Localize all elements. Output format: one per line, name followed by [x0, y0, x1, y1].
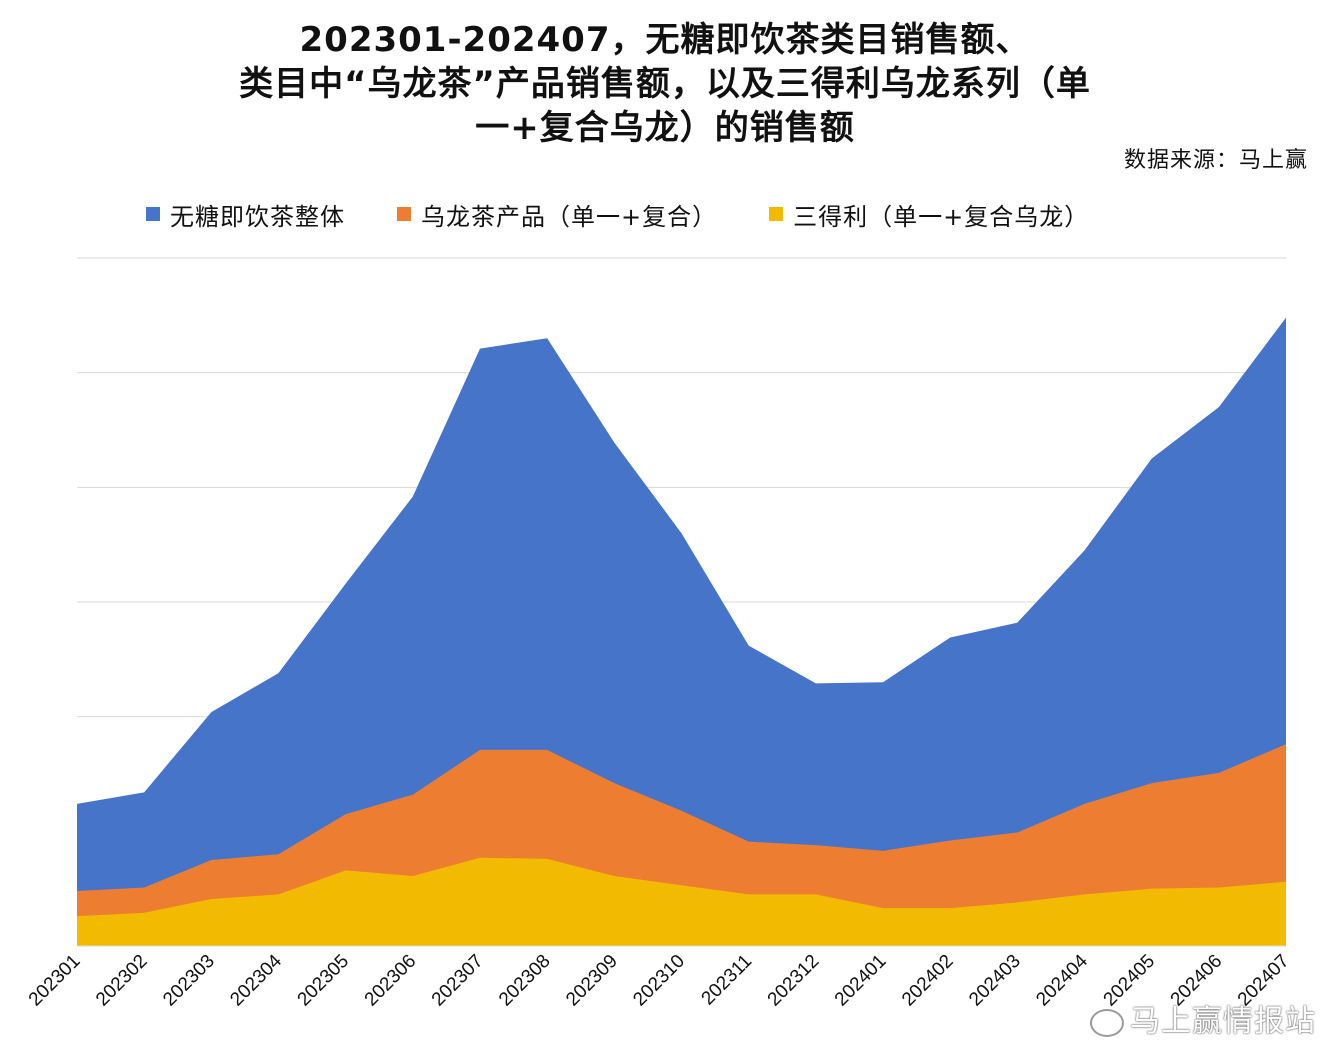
legend-label-suntory: 三得利（单一+复合乌龙）	[793, 202, 1090, 231]
watermark-text: 马上赢情报站	[1130, 1004, 1316, 1039]
data-source-note: 数据来源：马上赢	[1123, 148, 1308, 173]
weibo-logo-icon	[1090, 1008, 1124, 1037]
legend-item-oolong: 乌龙茶产品（单一+复合）	[397, 197, 717, 232]
legend-swatch-oolong	[397, 207, 411, 221]
watermark: 马上赢情报站	[1090, 996, 1316, 1040]
legend-label-overall: 无糖即饮茶整体	[170, 202, 345, 231]
x-tick-label-202306: 202306	[361, 951, 421, 1011]
x-tick-label-202309: 202309	[562, 951, 622, 1011]
x-tick-label-202301: 202301	[25, 951, 85, 1011]
x-tick-label-202302: 202302	[92, 951, 152, 1011]
x-tick-label-202304: 202304	[226, 950, 286, 1010]
x-tick-label-202303: 202303	[159, 951, 219, 1011]
legend-item-overall: 无糖即饮茶整体	[146, 197, 345, 232]
chart-title-line-2: 类目中“乌龙茶”产品销售额，以及三得利乌龙系列（单	[239, 64, 1091, 104]
x-tick-label-202312: 202312	[764, 951, 824, 1011]
x-tick-label-202401: 202401	[831, 951, 891, 1011]
x-tick-label-202310: 202310	[629, 951, 689, 1011]
x-tick-label-202403: 202403	[965, 951, 1025, 1011]
legend-item-suntory: 三得利（单一+复合乌龙）	[769, 197, 1089, 232]
x-tick-label-202402: 202402	[898, 951, 958, 1011]
chart-legend: 无糖即饮茶整体 乌龙茶产品（单一+复合） 三得利（单一+复合乌龙）	[146, 196, 1089, 232]
area-suntory	[77, 857, 1286, 946]
legend-label-oolong: 乌龙茶产品（单一+复合）	[421, 202, 718, 231]
chart-title: 202301-202407，无糖即饮茶类目销售额、 类目中“乌龙茶”产品销售额，…	[110, 18, 1220, 150]
x-tick-label-202311: 202311	[698, 951, 757, 1010]
chart-title-line-3: 一+复合乌龙）的销售额	[475, 108, 855, 148]
x-tick-label-202307: 202307	[428, 951, 488, 1011]
chart-title-line-1: 202301-202407，无糖即饮茶类目销售额、	[299, 20, 1031, 60]
x-tick-label-202308: 202308	[495, 951, 555, 1011]
legend-swatch-suntory	[769, 207, 784, 221]
legend-swatch-overall	[146, 207, 160, 221]
area-overall	[77, 317, 1286, 946]
x-tick-label-202305: 202305	[294, 951, 354, 1011]
x-tick-label-202404: 202404	[1032, 950, 1092, 1010]
